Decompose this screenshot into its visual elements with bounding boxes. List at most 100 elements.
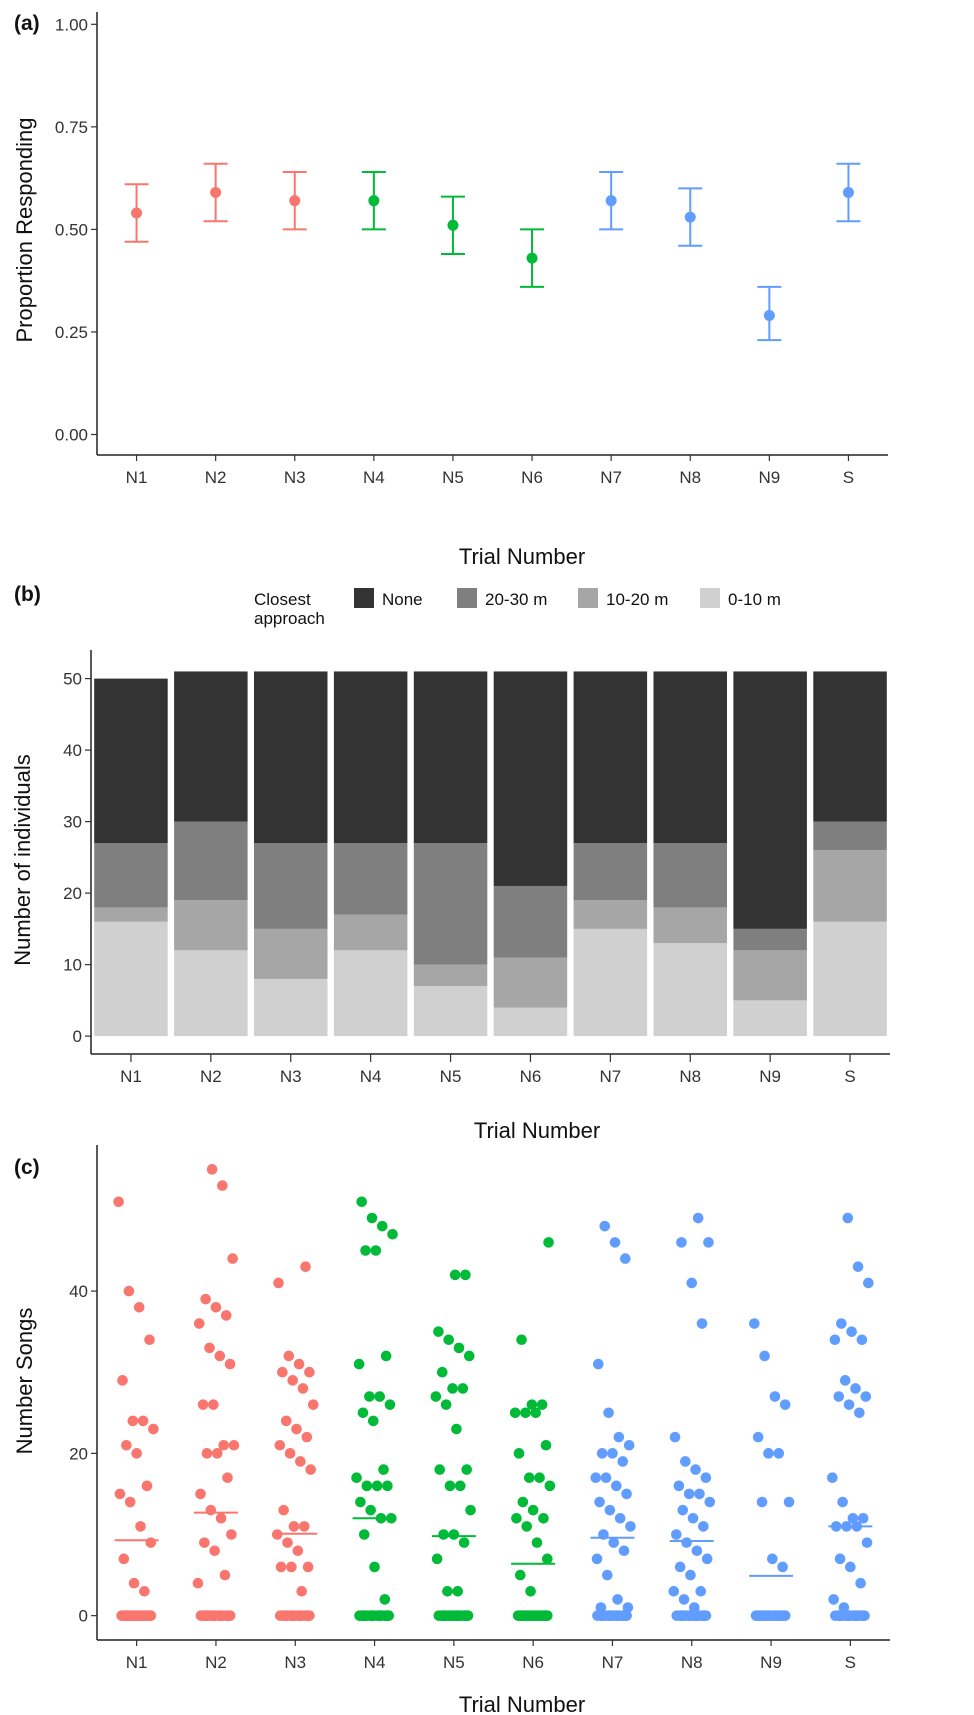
song-point [284,1448,296,1459]
song-point [617,1610,628,1621]
song-point [618,1545,630,1557]
song-point [687,1512,699,1524]
song-point [201,1448,213,1459]
song-point [514,1569,526,1581]
legend-label-0-10-m: 0-10 m [728,590,781,609]
song-point [621,1488,632,1500]
song-point [205,1504,217,1516]
song-point [369,1561,380,1573]
panel-b-ytick-label: 50 [63,670,82,689]
panel-c-label: (c) [14,1156,40,1179]
panel-c-ytick-label: 20 [69,1444,88,1463]
bar-stack-n4 [333,671,408,1037]
song-point [523,1472,535,1484]
bar-segment-none [493,671,568,886]
bar-segment-10-20-m [174,900,248,951]
song-point [118,1610,129,1621]
bar-stack-n2 [174,671,248,1037]
bar-stack-n3 [253,671,328,1037]
song-point [209,1545,220,1557]
song-point [855,1610,866,1621]
bar-segment-20-30-m [733,928,807,951]
song-point [440,1399,452,1410]
song-point [215,1512,227,1524]
bar-segment-0-10-m [174,950,248,1037]
song-point [855,1577,866,1589]
bar-stack-n7 [573,671,648,1037]
song-point [620,1253,631,1264]
song-point [449,1269,461,1281]
song-point [695,1586,707,1597]
song-point [840,1610,852,1621]
song-point [285,1610,297,1621]
song-point [752,1431,764,1443]
bar-segment-none [253,671,328,844]
song-point [438,1529,449,1540]
song-point [374,1391,385,1402]
song-point [600,1472,612,1484]
song-point [132,1610,144,1621]
song-point [677,1504,689,1516]
song-point [602,1569,613,1581]
panel-c-xlabel: Trial Number [459,1692,585,1715]
song-point [443,1334,455,1346]
song-point [430,1391,442,1402]
panel-c: (c) Number Songs Trial Number 0 20 40 N1 N2 N… [12,1145,890,1715]
song-point [839,1375,851,1386]
point-n4 [368,195,380,207]
song-point [206,1164,218,1175]
song-point [833,1610,844,1621]
song-point [197,1399,209,1410]
song-point [355,1496,366,1508]
song-point [124,1496,136,1508]
song-point [857,1512,869,1524]
panel-c-xtick-label: N5 [443,1653,465,1672]
song-point [668,1586,680,1597]
bar-stack-n1 [94,678,168,1037]
bar-segment-20-30-m [413,843,488,965]
song-point [213,1610,225,1621]
song-point [433,1326,444,1337]
song-point [760,1610,772,1621]
legend-title: Closest [254,590,311,609]
song-point [378,1464,389,1475]
song-point [463,1350,475,1362]
legend-swatch-10-20-m [578,588,598,608]
strip-n3 [271,1261,319,1621]
song-point [292,1610,304,1621]
bar-segment-0-10-m [333,950,408,1037]
song-point [700,1472,712,1484]
song-point [434,1464,446,1475]
errorbar-n1 [124,183,149,243]
song-point [681,1537,692,1548]
song-point [227,1253,238,1264]
song-point [611,1480,622,1492]
song-point [140,1610,152,1621]
point-n1 [131,207,143,219]
song-point [777,1561,788,1573]
song-point [195,1488,206,1500]
point-n8 [684,211,696,223]
song-point [145,1537,157,1548]
song-point [282,1537,293,1548]
bar-segment-20-30-m [253,843,328,929]
panel-c-xtick-label: N7 [602,1653,624,1672]
song-point [222,1472,233,1484]
song-point [358,1529,370,1540]
song-point [361,1480,373,1492]
bar-segment-none [733,671,807,929]
song-point [274,1439,286,1451]
bar-segment-20-30-m [493,885,568,958]
song-point [465,1504,476,1516]
bar-segment-20-30-m [813,821,887,851]
song-point [678,1594,690,1605]
song-point [436,1610,447,1621]
bar-segment-10-20-m [94,907,168,922]
song-point [365,1504,376,1516]
panel-b-xtick-label: N9 [759,1067,781,1086]
bar-stack-s [813,671,887,1037]
song-point [828,1594,839,1605]
song-point [543,1237,554,1248]
bar-segment-20-30-m [174,821,248,901]
legend-label-10-20-m: 10-20 m [606,590,668,609]
